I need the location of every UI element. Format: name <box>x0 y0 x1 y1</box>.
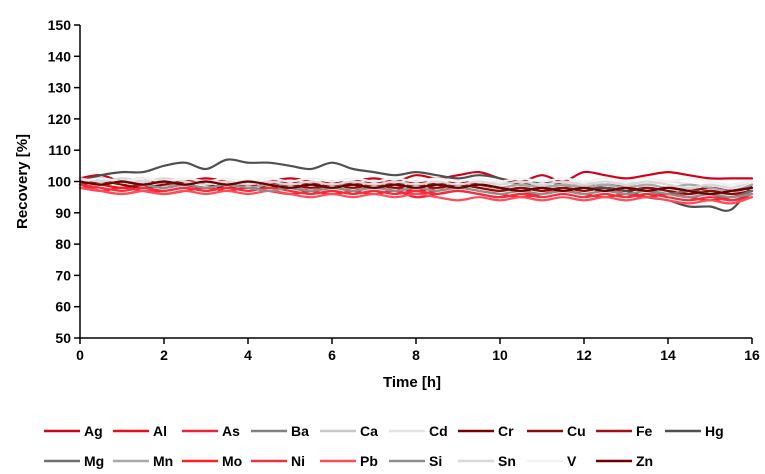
legend-item-mn: Mn <box>113 453 173 469</box>
legend-item-mg: Mg <box>44 453 104 469</box>
x-tick-label: 12 <box>576 347 592 363</box>
series-line-sn <box>78 177 754 189</box>
legend-item-al: Al <box>113 423 167 439</box>
legend-item-si: Si <box>389 453 442 469</box>
legend-item-sn: Sn <box>458 453 516 469</box>
y-axis-label: Recovery [%] <box>14 134 31 229</box>
series-line-v <box>78 177 754 186</box>
legend-item-v: V <box>527 453 577 469</box>
legend-item-cd: Cd <box>389 423 448 439</box>
legend-label: As <box>222 423 240 439</box>
x-tick-label: 4 <box>244 347 252 363</box>
y-tick-label: 140 <box>48 48 72 64</box>
legend: Ag Al As Ba Ca Cd Cr Cu Fe Hg Mg Mn Mo Ni Pb Si Sn V Zn <box>44 423 724 469</box>
legend-label: Al <box>153 423 167 439</box>
legend-label: Cd <box>429 423 448 439</box>
axes-group: 50 60 70 80 90 100 110 120 130 140 150 0 2 4 6 8 10 12 14 1… <box>48 17 760 363</box>
x-tick-label: 14 <box>660 347 676 363</box>
legend-label: Zn <box>636 453 653 469</box>
y-tick-label: 90 <box>55 205 71 221</box>
x-tick-label: 8 <box>412 347 420 363</box>
legend-label: Cu <box>567 423 586 439</box>
y-tick-label: 150 <box>48 17 72 33</box>
legend-label: Ca <box>360 423 378 439</box>
y-tick-label: 50 <box>55 330 71 346</box>
series-line-ni <box>78 183 754 202</box>
x-tick-label: 2 <box>160 347 168 363</box>
legend-label: Cr <box>498 423 514 439</box>
legend-label: Ni <box>291 453 305 469</box>
x-tick-label: 16 <box>744 347 760 363</box>
legend-item-cu: Cu <box>527 423 586 439</box>
series-line-zn <box>78 180 754 196</box>
x-tick-label: 6 <box>328 347 336 363</box>
legend-label: Fe <box>636 423 653 439</box>
legend-item-hg: Hg <box>665 423 724 439</box>
y-tick-label: 60 <box>55 299 71 315</box>
x-tick-label: 0 <box>76 347 84 363</box>
series-line-pb <box>78 186 754 205</box>
y-tick-label: 110 <box>48 142 71 158</box>
legend-item-ba: Ba <box>251 423 309 439</box>
x-tick-label: 10 <box>492 347 508 363</box>
y-tick-label: 80 <box>55 236 71 252</box>
series-line-ag <box>78 170 754 186</box>
legend-item-as: As <box>182 423 240 439</box>
legend-label: V <box>567 453 577 469</box>
legend-label: Mo <box>222 453 242 469</box>
legend-label: Ag <box>84 423 103 439</box>
y-tick-label: 100 <box>48 174 72 190</box>
legend-item-zn: Zn <box>596 453 653 469</box>
y-tick-label: 70 <box>55 267 71 283</box>
x-axis-label: Time [h] <box>383 374 441 391</box>
legend-label: Pb <box>360 453 378 469</box>
legend-item-fe: Fe <box>596 423 653 439</box>
y-tick-label: 120 <box>48 111 72 127</box>
y-tick-label: 130 <box>48 80 72 96</box>
legend-label: Ba <box>291 423 309 439</box>
legend-item-ag: Ag <box>44 423 103 439</box>
legend-item-pb: Pb <box>320 453 378 469</box>
legend-label: Mg <box>84 453 104 469</box>
legend-label: Sn <box>498 453 516 469</box>
legend-label: Si <box>429 453 442 469</box>
legend-item-cr: Cr <box>458 423 514 439</box>
legend-item-mo: Mo <box>182 453 242 469</box>
legend-label: Hg <box>705 423 724 439</box>
legend-label: Mn <box>153 453 173 469</box>
plot-series-group <box>78 158 754 212</box>
legend-item-ni: Ni <box>251 453 305 469</box>
legend-item-ca: Ca <box>320 423 378 439</box>
